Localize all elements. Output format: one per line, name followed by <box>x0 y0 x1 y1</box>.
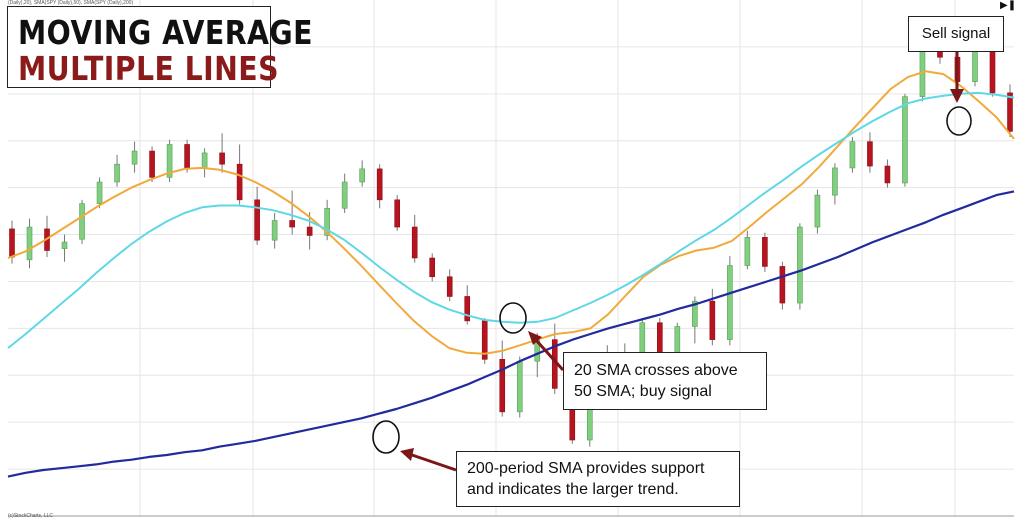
candle-down <box>254 199 260 241</box>
candle-down <box>884 165 891 184</box>
buy-signal-label-line-2: 50 SMA; buy signal <box>574 383 712 400</box>
candle-up <box>61 241 68 249</box>
title-line-2: MULTIPLE LINES <box>18 49 279 88</box>
sma-200-line <box>7 190 1015 478</box>
play-end-icon[interactable]: ▶❚ <box>1000 0 1016 11</box>
candle-up <box>516 360 523 413</box>
candle-down <box>184 144 190 169</box>
candle-up <box>201 152 208 169</box>
support-callout: 200-period SMA provides support and indi… <box>456 451 740 507</box>
candle-up <box>727 265 733 340</box>
candle-up <box>324 207 330 236</box>
candle-up <box>271 220 278 241</box>
signal-markers <box>372 52 972 472</box>
candle-down <box>9 228 15 258</box>
support-circle <box>372 420 400 454</box>
candle-down <box>394 199 400 228</box>
candle-down <box>1007 92 1013 132</box>
candle-down <box>289 220 295 228</box>
candle-down <box>376 168 383 201</box>
buy-arrow-line <box>534 338 565 372</box>
sell-arrow-head <box>950 89 964 103</box>
candle-up <box>131 150 138 165</box>
buy-signal-circle <box>499 302 527 334</box>
candle-down <box>411 226 418 259</box>
candle-up <box>26 226 33 261</box>
chart-footer-copyright: (c)StockCharts, LLC <box>8 513 54 519</box>
sell-signal-callout: Sell signal <box>908 16 1004 52</box>
candle-up <box>166 144 173 178</box>
chart-grid <box>8 0 1014 517</box>
candle-up <box>902 96 908 184</box>
support-label-line-1: 200-period SMA provides support <box>467 460 705 477</box>
candle-down <box>306 226 313 236</box>
chart-header-legend: (Daily),20), SMA(SPY (Daily),50), SMA(SP… <box>8 0 134 6</box>
candle-up <box>832 167 838 196</box>
buy-signal-label-line-1: 20 SMA crosses above <box>574 362 738 379</box>
candle-down <box>499 359 506 413</box>
sell-signal-label: Sell signal <box>921 25 991 42</box>
candle-down <box>867 141 873 167</box>
candle-up <box>744 237 751 266</box>
candle-down <box>779 266 786 304</box>
candle-down <box>149 150 155 178</box>
buy-arrow-head <box>528 331 542 345</box>
candle-down <box>446 276 453 297</box>
candle-up <box>96 181 103 204</box>
sma-50-line <box>7 91 1015 349</box>
candle-down <box>236 163 243 201</box>
candle-up <box>797 226 803 304</box>
support-arrow-line <box>411 453 457 472</box>
candle-down <box>464 296 471 322</box>
title-line-1: MOVING AVERAGE <box>18 13 313 52</box>
candle-down <box>429 257 436 278</box>
title-box: MOVING AVERAGE MULTIPLE LINES <box>7 6 313 88</box>
candle-up <box>79 203 85 240</box>
support-arrow-head <box>400 448 414 461</box>
candle-up <box>849 141 856 169</box>
candle-down <box>762 237 768 267</box>
candle-up <box>359 168 365 183</box>
candle-up <box>692 300 698 327</box>
candle-up <box>814 194 821 228</box>
candle-down <box>709 300 716 340</box>
candle-up <box>114 163 120 183</box>
sell-signal-circle <box>946 106 972 136</box>
candle-up <box>341 181 348 209</box>
buy-signal-callout: 20 SMA crosses above 50 SMA; buy signal <box>563 352 767 410</box>
candle-down <box>219 152 225 165</box>
moving-average-lines <box>7 70 1015 478</box>
support-label-line-2: and indicates the larger trend. <box>467 481 679 498</box>
